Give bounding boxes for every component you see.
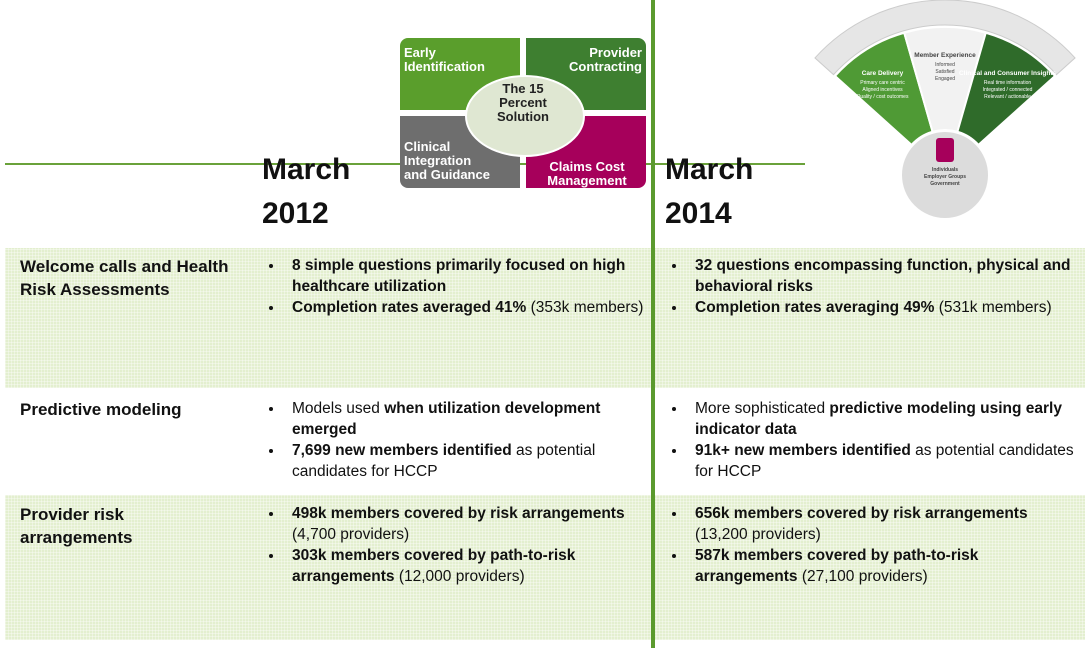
bullet-list: 656k members covered by risk arrangement… [655,503,1080,587]
row-band [5,495,1085,640]
column-heading: March 2012 [262,153,351,230]
segment-title: Care Delivery [862,70,904,77]
text-run: 8 simple questions primarily focused on … [292,257,626,295]
text-run: when utilization development emerged [292,400,601,438]
text-run: 91k+ new members identified [695,442,911,459]
segment-item: Real time information [984,80,1031,86]
cell: 498k members covered by risk arrangement… [252,503,647,587]
quadrant-label: Claims Cost Management [547,159,627,188]
text-run: as potential candidates for HCCP [292,442,596,480]
text-run: Completion rates averaged 41% [292,299,527,316]
segment-item: Quality / cost outcomes [856,94,908,100]
segment-title: Member Experience [914,52,976,59]
bullet-list: 8 simple questions primarily focused on … [252,255,647,318]
bullet: 303k members covered by path-to-risk arr… [284,545,647,587]
text-run: (27,100 providers) [797,568,928,585]
outer-band [814,0,1076,76]
text-run: 303k members covered by path-to-risk arr… [292,547,576,585]
quadrant-graphic: Early Identification Provider Contractin… [400,38,646,190]
quadrant-label: Provider Contracting [569,45,642,74]
bullet: 498k members covered by risk arrangement… [284,503,647,545]
segment-item: Primary care centric [860,80,905,86]
segment-title: Clinical and Consumer Insights [959,70,1057,77]
cell: 32 questions encompassing function, phys… [655,255,1080,318]
bullet-list: 32 questions encompassing function, phys… [655,255,1080,318]
bullet-list: 498k members covered by risk arrangement… [252,503,647,587]
column-divider [651,0,655,648]
cell: Models used when utilization development… [252,398,647,482]
quadrant-label: Early Identification [404,45,485,74]
bullet: 656k members covered by risk arrangement… [687,503,1080,545]
bullet-list: More sophisticated predictive modeling u… [655,398,1080,482]
quadrant-label: Clinical Integration and Guidance [404,139,490,182]
center-label: Individuals [932,167,958,173]
bullet: 8 simple questions primarily focused on … [284,255,647,297]
bullet: Models used when utilization development… [284,398,647,440]
cell: 8 simple questions primarily focused on … [252,255,647,318]
person-icon [936,138,954,162]
center-label: The 15 Percent Solution [497,81,549,124]
segment-item: Engaged [935,76,955,82]
bullet: Completion rates averaged 41% (353k memb… [284,297,647,318]
segment-item: Satisfied [935,69,954,75]
bullet: More sophisticated predictive modeling u… [687,398,1080,440]
bullet: Completion rates averaging 49% (531k mem… [687,297,1080,318]
text-run: 656k members covered by risk arrangement… [695,505,1028,522]
bullet: 91k+ new members identified as potential… [687,440,1080,482]
cell: 656k members covered by risk arrangement… [655,503,1080,587]
bullet-list: Models used when utilization development… [252,398,647,482]
column-heading: March 2014 [665,153,754,230]
text-run: 32 questions encompassing function, phys… [695,257,1071,295]
bullet: 7,699 new members identified as potentia… [284,440,647,482]
segment-item: Relevant / actionable [984,94,1031,100]
model-graphic: Integrated Care Delivery ModelCare Deliv… [814,0,1076,220]
row-label: Predictive modeling [20,400,182,419]
text-run: (531k members) [934,299,1052,316]
text-run: as potential candidates for HCCP [695,442,1074,480]
segment-item: Aligned incentives [862,87,903,93]
center-circle [900,130,990,220]
text-run: (353k members) [526,299,644,316]
text-run: (4,700 providers) [292,526,410,543]
center-ellipse [465,75,585,157]
text-run: (13,200 providers) [695,526,821,543]
text-run: Completion rates averaging 49% [695,299,935,316]
text-run: 498k members covered by risk arrangement… [292,505,625,522]
bullet: 32 questions encompassing function, phys… [687,255,1080,297]
text-run: More sophisticated [695,400,830,417]
cell: More sophisticated predictive modeling u… [655,398,1080,482]
text-run: (12,000 providers) [394,568,525,585]
bullet: 587k members covered by path-to-risk arr… [687,545,1080,587]
text-run: 7,699 new members identified [292,442,512,459]
text-run: predictive modeling using early indicato… [695,400,1062,438]
segment-item: Integrated / connected [983,87,1033,93]
segment-item: Informed [935,62,955,68]
row-label: Welcome calls and Health Risk Assessment… [20,257,229,299]
center-label: Government [930,181,960,187]
center-label: Employer Groups [924,174,966,180]
row-band [5,248,1085,388]
row-label: Provider risk arrangements [20,505,133,547]
text-run: Models used [292,400,385,417]
text-run: 587k members covered by path-to-risk arr… [695,547,979,585]
